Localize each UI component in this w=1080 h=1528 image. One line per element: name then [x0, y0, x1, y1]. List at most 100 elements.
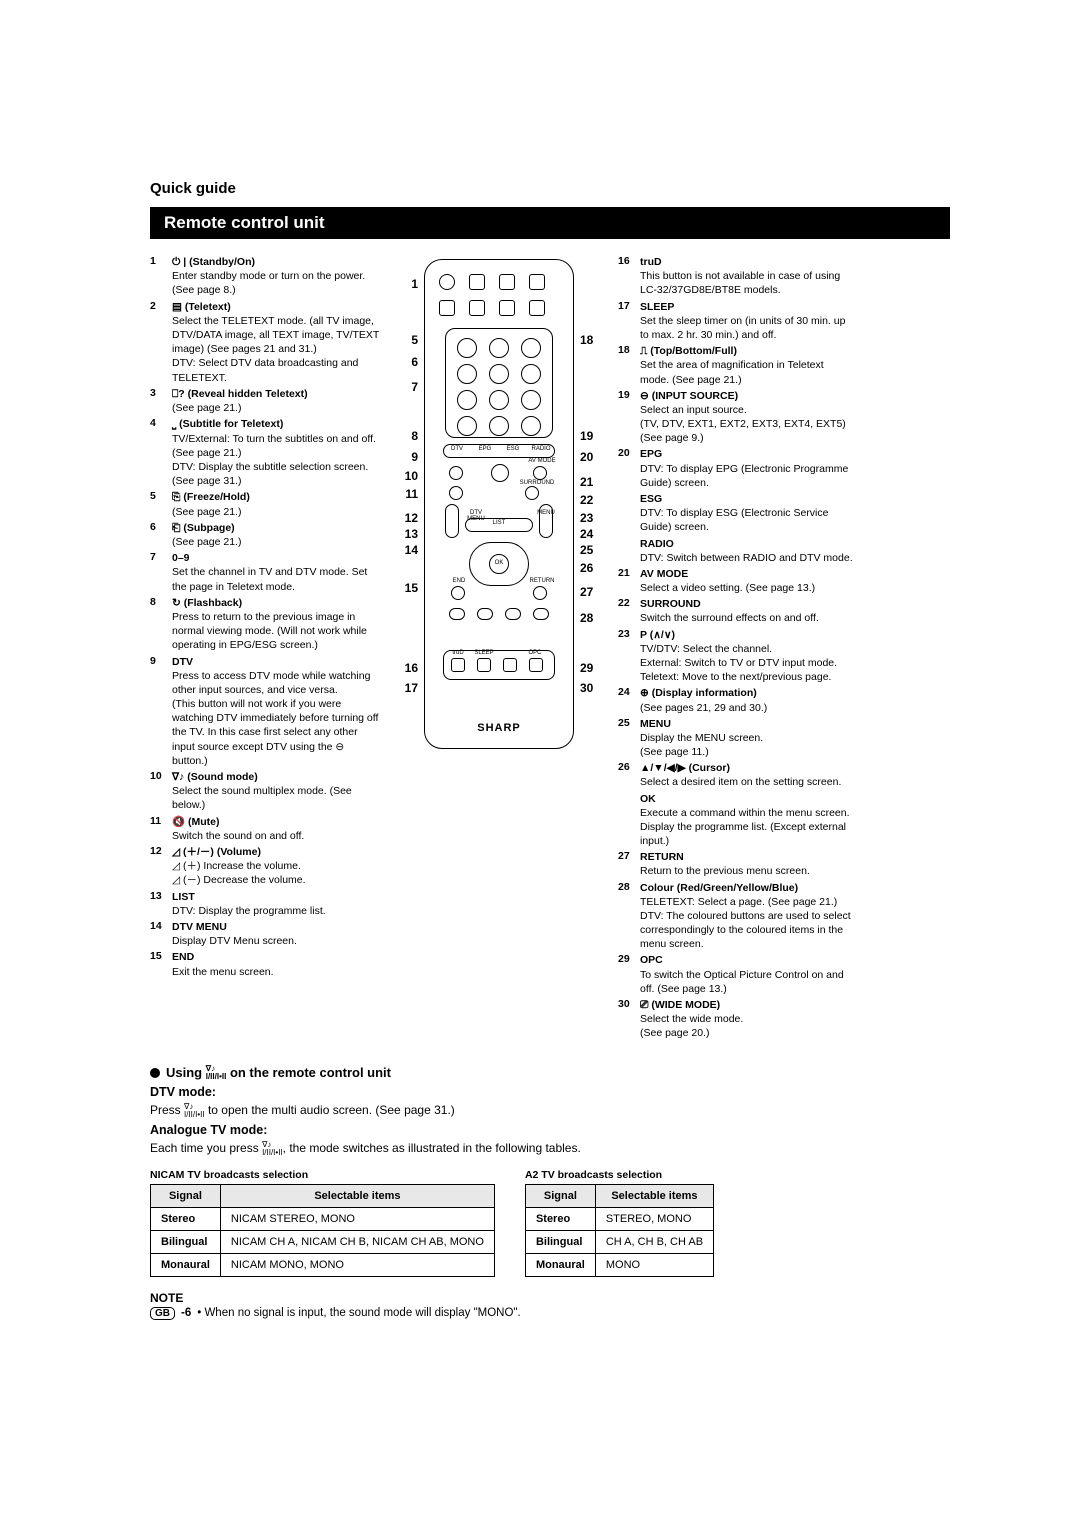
entry-body: ▤ (Teletext)Select the TELETEXT mode. (a… — [172, 300, 380, 385]
callout-number: 18 — [580, 333, 602, 347]
remote-entry: RADIODTV: Switch between RADIO and DTV m… — [618, 537, 853, 565]
entry-number: 13 — [150, 890, 172, 918]
entry-body: ⎍ (Top/Bottom/Full)Set the area of magni… — [640, 344, 853, 387]
cell-items: CH A, CH B, CH AB — [595, 1231, 713, 1254]
entry-icon: ⎵ — [172, 417, 176, 431]
cell-items: STEREO, MONO — [595, 1208, 713, 1231]
entry-number: 23 — [618, 628, 640, 685]
remote-entry: 17SLEEPSet the sleep timer on (in units … — [618, 300, 853, 343]
bullet-icon — [150, 1068, 160, 1078]
entry-number: 2 — [150, 300, 172, 385]
a2-table-title: A2 TV broadcasts selection — [525, 1169, 714, 1181]
table-row: BilingualNICAM CH A, NICAM CH B, NICAM C… — [151, 1231, 495, 1254]
entry-number: 5 — [150, 490, 172, 518]
remote-entry: 12◿ (＋/－) (Volume)◿ (＋) Increase the vol… — [150, 845, 380, 888]
cell-signal: Stereo — [525, 1208, 595, 1231]
col-items: Selectable items — [595, 1185, 713, 1208]
entry-body: ∇♪ (Sound mode)Select the sound multiple… — [172, 770, 380, 813]
remote-entry: 29OPCTo switch the Optical Picture Contr… — [618, 953, 853, 996]
remote-illustration-column: 1234 — [394, 255, 604, 1043]
callout-number: 22 — [580, 493, 602, 507]
entry-number: 16 — [618, 255, 640, 298]
entry-icon: ⎚ — [640, 998, 648, 1012]
entry-body: ⎘ (Freeze/Hold)(See page 21.) — [172, 490, 380, 518]
callout-number: 9 — [396, 450, 418, 464]
remote-entry: 27RETURNReturn to the previous menu scre… — [618, 850, 853, 878]
remote-entry: 24⊕ (Display information)(See pages 21, … — [618, 686, 853, 714]
left-column: 1⏻ | (Standby/On)Enter standby mode or t… — [150, 255, 380, 1043]
entry-body: ⎵ (Subtitle for Teletext)TV/External: To… — [172, 417, 380, 488]
entry-number — [618, 492, 640, 535]
remote-entry: 21AV MODESelect a video setting. (See pa… — [618, 567, 853, 595]
entry-number: 14 — [150, 920, 172, 948]
entry-number: 9 — [150, 655, 172, 768]
entry-body: ↻ (Flashback)Press to return to the prev… — [172, 596, 380, 653]
callout-number: 15 — [396, 581, 418, 595]
entry-body: OKExecute a command within the menu scre… — [640, 792, 853, 849]
cell-signal: Monaural — [525, 1254, 595, 1277]
callout-number: 16 — [396, 661, 418, 675]
entry-number: 30 — [618, 998, 640, 1041]
table-row: BilingualCH A, CH B, CH AB — [525, 1231, 713, 1254]
callout-number: 21 — [580, 475, 602, 489]
remote-entry: 11🔇 (Mute)Switch the sound on and off. — [150, 815, 380, 843]
entry-icon: ⎕? — [172, 387, 185, 401]
entry-icon: ∇♪ — [172, 770, 184, 784]
brand-label: SHARP — [425, 722, 573, 734]
entry-body: ⎚ (WIDE MODE)Select the wide mode.(See p… — [640, 998, 853, 1041]
analogue-mode-text: Each time you press ∇♪I/II/I•II, the mod… — [150, 1141, 950, 1157]
entry-number: 20 — [618, 447, 640, 490]
nicam-table-block: NICAM TV broadcasts selection SignalSele… — [150, 1169, 495, 1277]
entry-body: ESGDTV: To display ESG (Electronic Servi… — [640, 492, 853, 535]
entry-number: 21 — [618, 567, 640, 595]
entry-number: 29 — [618, 953, 640, 996]
callout-number: 5 — [396, 333, 418, 347]
callout-number: 13 — [396, 527, 418, 541]
entry-icon: ⊕ — [640, 686, 649, 700]
remote-entry: 18⎍ (Top/Bottom/Full)Set the area of mag… — [618, 344, 853, 387]
entry-body: DTV MENUDisplay DTV Menu screen. — [172, 920, 380, 948]
col-items: Selectable items — [220, 1185, 494, 1208]
callout-number: 23 — [580, 511, 602, 525]
entry-body: Colour (Red/Green/Yellow/Blue)TELETEXT: … — [640, 881, 853, 952]
entry-body: SURROUNDSwitch the surround effects on a… — [640, 597, 853, 625]
table-row: MonauralNICAM MONO, MONO — [151, 1254, 495, 1277]
tables-row: NICAM TV broadcasts selection SignalSele… — [150, 1169, 950, 1277]
entry-body: 🔇 (Mute)Switch the sound on and off. — [172, 815, 380, 843]
table-row: StereoNICAM STEREO, MONO — [151, 1208, 495, 1231]
remote-entry: 5⎘ (Freeze/Hold)(See page 21.) — [150, 490, 380, 518]
remote-entry: 3⎕? (Reveal hidden Teletext)(See page 21… — [150, 387, 380, 415]
note-text: • When no signal is input, the sound mod… — [197, 1307, 520, 1319]
remote-entry: 26▲/▼/◀/▶ (Cursor)Select a desired item … — [618, 761, 853, 789]
note-row: GB -6 • When no signal is input, the sou… — [150, 1307, 950, 1320]
entry-body: EPGDTV: To display EPG (Electronic Progr… — [640, 447, 853, 490]
remote-wrap: 1234 — [394, 259, 604, 749]
remote-entry: 25MENUDisplay the MENU screen.(See page … — [618, 717, 853, 760]
entry-body: ⊕ (Display information)(See pages 21, 29… — [640, 686, 853, 714]
a2-table-block: A2 TV broadcasts selection SignalSelecta… — [525, 1169, 714, 1277]
entry-number: 25 — [618, 717, 640, 760]
entry-number: 28 — [618, 881, 640, 952]
callout-number: 25 — [580, 543, 602, 557]
remote-entry: 10∇♪ (Sound mode)Select the sound multip… — [150, 770, 380, 813]
callout-number: 30 — [580, 681, 602, 695]
entry-body: RETURNReturn to the previous menu screen… — [640, 850, 853, 878]
entry-body: ⏻ | (Standby/On)Enter standby mode or tu… — [172, 255, 380, 298]
entry-body: truDThis button is not available in case… — [640, 255, 853, 298]
entry-icon: ↻ — [172, 596, 181, 610]
entry-body: AV MODESelect a video setting. (See page… — [640, 567, 853, 595]
entry-body: ▲/▼/◀/▶ (Cursor)Select a desired item on… — [640, 761, 853, 789]
callout-number: 11 — [396, 487, 418, 501]
entry-icon: ⎗ — [172, 521, 180, 535]
entry-number: 27 — [618, 850, 640, 878]
callout-number: 8 — [396, 429, 418, 443]
entry-body: ◿ (＋/－) (Volume)◿ (＋) Increase the volum… — [172, 845, 380, 888]
remote-entry: 23P (∧/∨)TV/DTV: Select the channel.Exte… — [618, 628, 853, 685]
entry-number: 26 — [618, 761, 640, 789]
col-signal: Signal — [525, 1185, 595, 1208]
entry-body: OPCTo switch the Optical Picture Control… — [640, 953, 853, 996]
entry-number: 4 — [150, 417, 172, 488]
remote-entry: 4⎵ (Subtitle for Teletext)TV/External: T… — [150, 417, 380, 488]
remote-entry: 30⎚ (WIDE MODE)Select the wide mode.(See… — [618, 998, 853, 1041]
page-number-badge: GB — [150, 1307, 175, 1320]
